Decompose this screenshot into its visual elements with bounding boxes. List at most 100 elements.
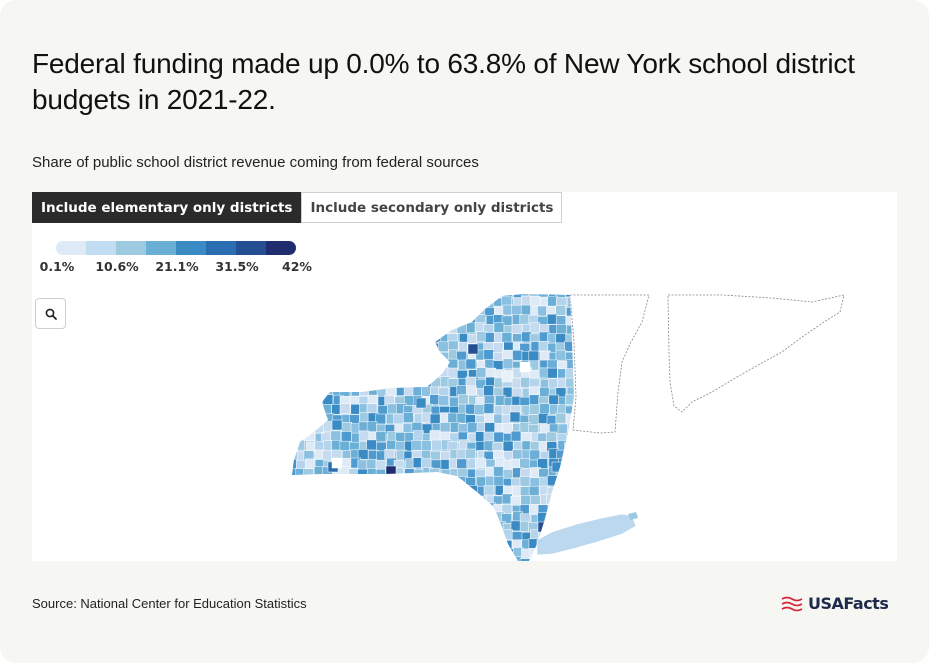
district-cell[interactable] — [576, 468, 586, 478]
district-cell[interactable] — [456, 323, 468, 334]
district-cell[interactable] — [411, 529, 423, 541]
district-cell[interactable] — [502, 440, 514, 452]
district-cell[interactable] — [366, 439, 377, 451]
tab-include-elementary[interactable]: Include elementary only districts — [32, 192, 302, 223]
district-cell[interactable] — [556, 559, 567, 562]
district-cell[interactable] — [431, 314, 442, 325]
district-cell[interactable] — [441, 511, 452, 522]
district-cell[interactable] — [629, 467, 639, 477]
district-cell[interactable] — [539, 386, 550, 398]
district-cell[interactable] — [296, 485, 307, 497]
district-cell[interactable] — [294, 379, 305, 390]
district-cell[interactable] — [386, 304, 397, 316]
district-cell[interactable] — [315, 504, 326, 516]
district-cell[interactable] — [385, 465, 397, 477]
district-cell[interactable] — [556, 324, 567, 335]
district-cell[interactable] — [439, 476, 451, 487]
district-cell[interactable] — [421, 485, 433, 497]
district-cell[interactable] — [312, 313, 324, 325]
district-cell[interactable] — [637, 424, 647, 434]
district-cell[interactable] — [395, 531, 406, 542]
district-cell[interactable] — [304, 304, 315, 316]
district-cell[interactable] — [349, 548, 360, 559]
district-cell[interactable] — [411, 305, 423, 316]
district-cell[interactable] — [575, 505, 585, 515]
district-cell[interactable] — [449, 547, 461, 559]
district-cell[interactable] — [323, 295, 334, 307]
district-cell[interactable] — [340, 314, 352, 326]
district-cell[interactable] — [288, 323, 299, 334]
district-cell[interactable] — [601, 450, 611, 460]
district-cell[interactable] — [396, 331, 407, 342]
district-cell[interactable] — [358, 484, 369, 496]
district-cell[interactable] — [510, 430, 522, 442]
district-cell[interactable] — [566, 486, 577, 497]
district-cell[interactable] — [537, 512, 548, 523]
district-cell[interactable] — [313, 342, 325, 353]
district-cell[interactable] — [537, 458, 548, 469]
district-cell[interactable] — [567, 458, 577, 470]
district-cell[interactable] — [429, 413, 441, 425]
district-cell[interactable] — [411, 440, 422, 451]
district-cell[interactable] — [331, 342, 342, 353]
district-cell[interactable] — [287, 288, 298, 299]
district-cell[interactable] — [584, 558, 594, 561]
district-cell[interactable] — [303, 289, 314, 300]
district-cell[interactable] — [358, 503, 370, 515]
district-cell[interactable] — [431, 549, 442, 560]
district-cell[interactable] — [322, 494, 334, 506]
district-cell[interactable] — [620, 496, 630, 506]
district-cell[interactable] — [620, 539, 630, 549]
district-cell[interactable] — [413, 359, 424, 371]
district-cell[interactable] — [376, 556, 388, 561]
district-cell[interactable] — [295, 314, 307, 326]
district-cell[interactable] — [305, 503, 317, 514]
district-cell[interactable] — [447, 412, 459, 424]
district-cell[interactable] — [332, 332, 344, 344]
district-cell[interactable] — [467, 485, 478, 496]
district-cell[interactable] — [628, 440, 638, 450]
district-cell[interactable] — [484, 288, 496, 299]
district-cell[interactable] — [484, 422, 495, 433]
district-cell[interactable] — [359, 349, 371, 360]
district-cell[interactable] — [294, 405, 306, 416]
district-cell[interactable] — [303, 468, 314, 479]
district-cell[interactable] — [612, 549, 622, 559]
district-cell[interactable] — [294, 288, 306, 299]
district-cell[interactable] — [621, 557, 631, 561]
district-cell[interactable] — [468, 549, 479, 560]
district-cell[interactable] — [321, 340, 333, 352]
district-cell[interactable] — [340, 558, 352, 561]
district-cell[interactable] — [411, 289, 422, 300]
district-cell[interactable] — [557, 477, 568, 489]
district-cell[interactable] — [431, 305, 442, 316]
district-cell[interactable] — [483, 385, 494, 396]
district-cell[interactable] — [411, 368, 423, 379]
district-cell[interactable] — [484, 547, 496, 559]
district-cell[interactable] — [339, 304, 351, 316]
district-cell[interactable] — [339, 403, 351, 415]
district-cell[interactable] — [628, 397, 638, 407]
district-cell[interactable] — [422, 558, 434, 561]
district-cell[interactable] — [465, 358, 477, 370]
district-cell[interactable] — [386, 403, 398, 415]
district-cell[interactable] — [331, 475, 343, 487]
district-cell[interactable] — [330, 289, 342, 299]
district-cell[interactable] — [474, 322, 486, 333]
district-cell[interactable] — [367, 324, 378, 336]
district-cell[interactable] — [349, 556, 360, 561]
district-cell[interactable] — [321, 359, 332, 370]
district-cell[interactable] — [492, 540, 503, 551]
district-cell[interactable] — [402, 332, 413, 344]
district-cell[interactable] — [385, 521, 397, 533]
district-cell[interactable] — [313, 287, 324, 298]
district-cell[interactable] — [631, 540, 641, 550]
district-cell[interactable] — [286, 342, 297, 353]
district-cell[interactable] — [421, 376, 432, 388]
district-cell[interactable] — [312, 377, 323, 389]
district-cell[interactable] — [394, 351, 405, 363]
district-cell[interactable] — [331, 503, 342, 515]
district-cell[interactable] — [456, 458, 467, 470]
district-cell[interactable] — [331, 314, 342, 325]
district-cell[interactable] — [288, 395, 299, 406]
